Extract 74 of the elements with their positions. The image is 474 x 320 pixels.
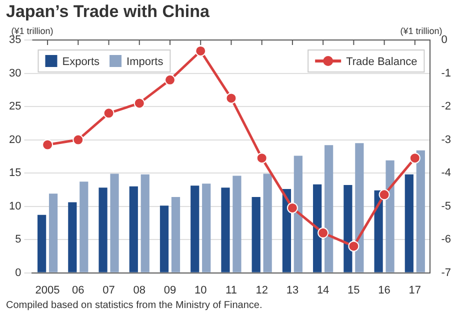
bar — [171, 196, 180, 272]
bar — [324, 145, 334, 272]
legend-label: Exports — [62, 56, 100, 68]
bar — [68, 202, 77, 272]
bar — [140, 174, 150, 272]
bar — [202, 184, 211, 272]
y-tick-label: 20 — [8, 134, 22, 146]
bar — [129, 186, 138, 272]
bar — [37, 214, 46, 272]
bar — [221, 188, 230, 272]
bar — [344, 185, 352, 272]
text: Compiled based on statistics from the Ministry of Finance. — [6, 300, 262, 311]
bar — [98, 188, 108, 272]
bar — [282, 188, 292, 272]
x-tick-label: 07 — [102, 284, 115, 296]
legend-label: Trade Balance — [346, 56, 418, 68]
x-tick-label: 12 — [256, 284, 268, 296]
bar — [190, 186, 200, 272]
bar — [355, 143, 364, 272]
x-tick-label: 13 — [286, 284, 299, 296]
x-tick-label: 17 — [408, 284, 422, 296]
y2-tick-label: -5 — [441, 200, 451, 212]
x-tick-label: 10 — [194, 284, 207, 296]
bar — [416, 150, 425, 272]
x-tick-label: 06 — [72, 284, 84, 296]
point — [286, 202, 298, 214]
x-tick-label: 14 — [316, 284, 330, 296]
bar — [110, 174, 119, 272]
x-tick-label: 11 — [226, 284, 237, 296]
x-tick-label: 09 — [164, 284, 176, 296]
y-axis-title: (¥1 trillion) — [11, 26, 54, 36]
bar — [386, 160, 394, 272]
x-tick-label: 2005 — [35, 284, 60, 296]
point — [318, 227, 329, 238]
y-tick-label: 10 — [8, 200, 22, 212]
y2-tick-label: 0 — [441, 34, 448, 46]
bar — [48, 194, 58, 272]
legend-label: Imports — [126, 56, 164, 68]
point — [72, 134, 84, 146]
point — [164, 74, 176, 86]
y2-axis-title: (¥1 trillion) — [400, 26, 442, 36]
point — [409, 152, 420, 164]
y-tick-label: 35 — [8, 34, 22, 46]
bar — [80, 182, 88, 272]
bar — [294, 156, 302, 272]
y2-tick-label: -6 — [441, 234, 451, 246]
point — [378, 189, 390, 200]
bar — [160, 206, 169, 272]
point — [134, 98, 145, 109]
y2-tick-label: -2 — [441, 100, 451, 113]
point — [195, 45, 206, 56]
chart-title: Japan’s Trade with China — [6, 2, 210, 22]
bar — [313, 184, 322, 272]
bar — [252, 196, 260, 272]
y-tick-label: 5 — [15, 234, 22, 246]
bar — [404, 174, 414, 272]
y-tick-label: 30 — [8, 67, 22, 80]
x-tick-label: 15 — [348, 284, 360, 296]
y2-tick-label: -7 — [441, 266, 451, 279]
bar — [232, 176, 242, 272]
y2-tick-label: -3 — [441, 134, 451, 146]
point — [103, 108, 114, 119]
y-tick-label: 25 — [8, 100, 22, 113]
x-tick-label: 08 — [133, 284, 146, 296]
point — [42, 139, 54, 150]
y-tick-label: 15 — [8, 167, 22, 180]
y2-tick-label: -4 — [441, 167, 451, 180]
y-tick-label: 0 — [15, 266, 22, 279]
bar — [263, 174, 272, 272]
x-tick-label: 16 — [378, 284, 390, 296]
point — [226, 92, 237, 104]
point — [348, 240, 360, 252]
point — [256, 152, 268, 164]
y2-tick-label: -1 — [441, 67, 451, 80]
